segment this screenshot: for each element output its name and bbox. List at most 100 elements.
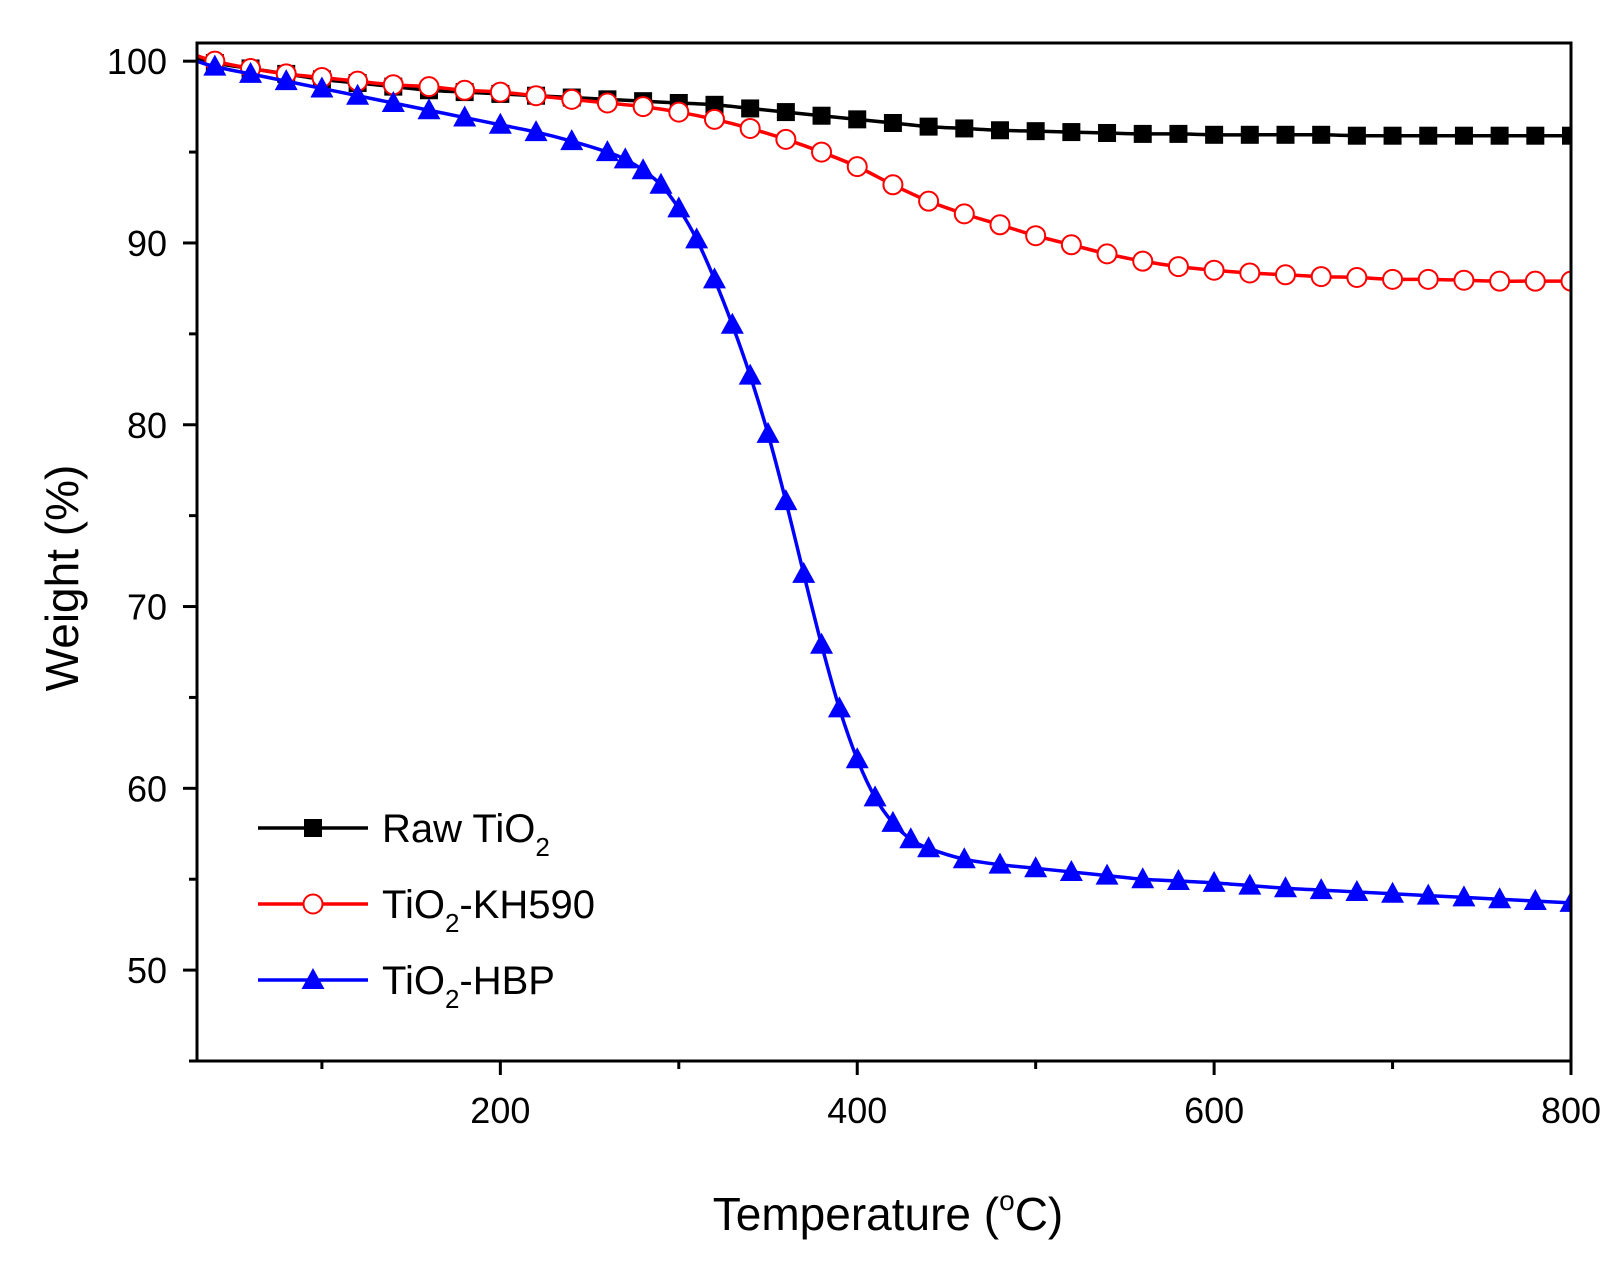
legend-marker — [302, 893, 324, 915]
data-point — [1526, 126, 1545, 145]
data-point — [1166, 869, 1190, 891]
data-point — [1133, 124, 1152, 143]
data-point — [917, 836, 941, 858]
legend-marker — [304, 819, 322, 837]
data-point — [1523, 889, 1547, 911]
data-point — [703, 108, 725, 130]
data-point — [1239, 262, 1261, 284]
data-point — [952, 847, 976, 869]
data-point — [1203, 259, 1225, 281]
legend-label: TiO2-HBP — [382, 959, 555, 1014]
data-point — [346, 83, 370, 105]
data-point — [1098, 123, 1117, 142]
data-point — [738, 363, 762, 385]
series-line — [197, 54, 1571, 283]
data-point — [1454, 126, 1473, 145]
y-tick-label: 100 — [107, 41, 167, 82]
data-point — [632, 96, 654, 118]
data-point — [1382, 268, 1404, 290]
data-point — [631, 158, 655, 180]
legend-label: TiO2-KH590 — [382, 883, 595, 938]
data-point — [1059, 859, 1083, 881]
series-tio2-kh590 — [197, 50, 1571, 292]
y-tick-label: 80 — [127, 405, 167, 446]
data-point — [454, 79, 476, 101]
data-point — [827, 696, 851, 718]
data-point — [274, 69, 298, 91]
axes-layer: 200 400 600 800 50 60 70 80 90 100 — [107, 41, 1601, 1131]
legend-label: Raw TiO2 — [382, 807, 550, 862]
data-point — [595, 140, 619, 162]
x-axis-title-degree: o — [999, 1185, 1015, 1216]
data-point — [1024, 856, 1048, 878]
data-point — [453, 105, 477, 127]
data-point — [310, 76, 334, 98]
plot-frame — [195, 41, 1573, 1063]
data-point — [1559, 890, 1571, 912]
data-point — [1169, 124, 1188, 143]
data-point — [741, 99, 760, 118]
series-layer — [197, 50, 1571, 912]
data-point — [1276, 125, 1295, 144]
data-point — [1490, 126, 1509, 145]
data-point — [685, 227, 709, 249]
data-point — [774, 489, 798, 511]
data-point — [955, 119, 974, 138]
data-point — [1167, 256, 1189, 278]
data-point — [775, 128, 797, 150]
data-point — [1131, 867, 1155, 889]
data-point — [1132, 250, 1154, 272]
x-axis-title: Temperature (oC) — [713, 1185, 1063, 1240]
data-point — [560, 129, 584, 151]
data-point — [613, 147, 637, 169]
data-point — [649, 172, 673, 194]
data-point — [1562, 126, 1571, 145]
series-line — [197, 55, 1571, 138]
legend-item: Raw TiO2 — [258, 807, 550, 862]
data-point — [1274, 264, 1296, 286]
data-point — [667, 196, 691, 218]
data-point — [525, 85, 547, 107]
legend-label-rest: -HBP — [459, 959, 555, 1003]
data-point — [739, 117, 761, 139]
data-point — [1025, 225, 1047, 247]
data-point — [899, 827, 923, 849]
data-point — [1381, 881, 1405, 903]
y-tick-label: 90 — [127, 223, 167, 264]
data-point — [705, 95, 724, 114]
data-point — [846, 156, 868, 178]
data-point — [881, 810, 905, 832]
data-point — [1383, 126, 1402, 145]
legend-label-subscript: 2 — [445, 908, 459, 938]
legend-marker — [301, 968, 325, 989]
data-point — [792, 561, 816, 583]
data-point — [1345, 879, 1369, 901]
data-point — [489, 81, 511, 103]
data-point — [989, 214, 1011, 236]
data-point — [1452, 885, 1476, 907]
data-point — [1416, 883, 1440, 905]
legend-label-base: TiO — [382, 883, 445, 927]
data-point — [417, 98, 441, 120]
data-point — [1238, 873, 1262, 895]
legend-item: TiO2-KH590 — [258, 883, 595, 938]
data-point — [720, 312, 744, 334]
data-point — [988, 852, 1012, 874]
data-point — [1312, 125, 1331, 144]
x-axis-title-unit: C) — [1015, 1188, 1064, 1240]
data-point — [990, 121, 1009, 140]
x-tick-label: 800 — [1541, 1090, 1601, 1131]
data-point — [596, 92, 618, 114]
data-point — [1560, 270, 1571, 292]
x-tick-label: 600 — [1184, 1090, 1244, 1131]
data-point — [863, 785, 887, 807]
data-point — [953, 203, 975, 225]
legend-label-subscript: 2 — [445, 984, 459, 1014]
data-point — [524, 120, 548, 142]
legend-label-subscript: 2 — [535, 832, 549, 862]
data-point — [845, 747, 869, 769]
data-point — [919, 117, 938, 136]
y-axis-title: Weight (%) — [36, 465, 88, 692]
data-point — [1096, 243, 1118, 265]
